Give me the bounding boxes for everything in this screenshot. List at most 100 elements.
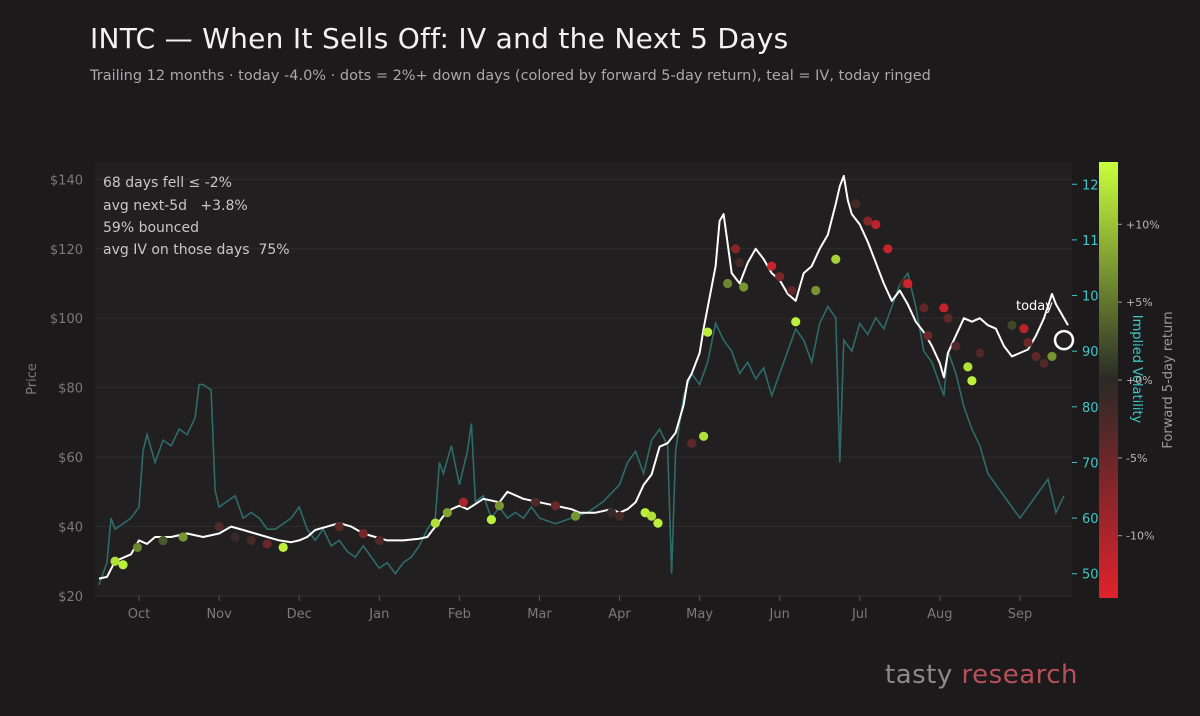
colorbar-tick-label-4: +10% xyxy=(1126,218,1160,231)
x-tick-label-10: Aug xyxy=(927,607,952,622)
selloff-dot-25 xyxy=(653,518,663,528)
selloff-dot-9 xyxy=(278,542,288,552)
selloff-dot-13 xyxy=(430,518,440,528)
x-tick-label-11: Sep xyxy=(1008,607,1033,622)
selloff-dot-45 xyxy=(919,303,929,313)
y-right-tick-label-1: 60 xyxy=(1082,512,1099,527)
y-left-tick-label-5: $120 xyxy=(50,243,83,258)
stats-box: 68 days fell ≤ -2% avg next-5d +3.8% 59%… xyxy=(103,175,290,258)
brand-logo: tasty research xyxy=(885,660,1078,690)
selloff-dot-54 xyxy=(1019,324,1029,334)
stat-avg-next5d: avg next-5d +3.8% xyxy=(103,198,248,214)
selloff-dot-20 xyxy=(570,511,581,521)
axes: $20 $40 $60 $80 $100 $120 $140 Price Oct Nov Dec Ja… xyxy=(25,173,1144,622)
selloff-dot-57 xyxy=(1039,358,1049,368)
y-right-tick-label-0: 50 xyxy=(1082,568,1099,583)
selloff-dot-30 xyxy=(731,244,741,254)
x-tick-label-6: Apr xyxy=(608,607,631,622)
selloff-dot-58 xyxy=(1047,351,1057,362)
selloff-dot-47 xyxy=(939,303,949,313)
selloff-dot-8 xyxy=(262,539,272,549)
y-left-tick-label-0: $20 xyxy=(58,590,83,605)
selloff-dot-29 xyxy=(723,278,733,289)
selloff-dot-31 xyxy=(735,258,745,268)
x-tick-label-9: Jul xyxy=(851,607,868,622)
iv-line xyxy=(98,271,1065,586)
selloff-dot-50 xyxy=(963,362,973,372)
selloff-dot-34 xyxy=(775,271,785,282)
plot-background xyxy=(95,162,1072,596)
iv-layer xyxy=(98,271,1065,586)
selloff-dot-3 xyxy=(158,535,168,546)
colorbar-tick-label-2: +0% xyxy=(1126,374,1153,387)
brand-part-1: tasty xyxy=(885,660,953,690)
selloff-dot-22 xyxy=(614,511,625,521)
y-right-tick-label-4: 90 xyxy=(1082,345,1099,360)
selloff-dot-28 xyxy=(703,327,713,337)
today-ring xyxy=(1053,329,1075,351)
selloff-dot-40 xyxy=(863,216,873,226)
x-tick-label-4: Feb xyxy=(448,607,471,622)
selloff-dot-41 xyxy=(871,219,881,230)
selloff-dot-14 xyxy=(442,508,452,518)
stat-days-fell: 68 days fell ≤ -2% xyxy=(103,175,232,191)
grid-lines xyxy=(95,178,1072,597)
selloff-dot-55 xyxy=(1023,337,1033,348)
y-left-tick-label-6: $140 xyxy=(50,173,83,188)
selloff-dot-7 xyxy=(246,535,256,546)
colorbar-tick-label-3: +5% xyxy=(1126,296,1153,309)
selloff-dots xyxy=(110,199,1057,570)
selloff-dot-15 xyxy=(458,497,468,507)
selloff-dot-21 xyxy=(606,508,617,518)
colorbar: -10% -5% +0% +5% +10% Forward 5-day return xyxy=(1099,162,1176,598)
y-left-tick-label-3: $80 xyxy=(58,382,83,397)
y-left-tick-label-1: $40 xyxy=(58,521,83,536)
colorbar-tick-label-0: -10% xyxy=(1126,530,1154,543)
selloff-dot-48 xyxy=(943,313,953,323)
colorbar-bar xyxy=(1099,162,1118,598)
selloff-dot-27 xyxy=(699,431,709,441)
selloff-dot-18 xyxy=(530,497,541,507)
x-tick-label-1: Nov xyxy=(206,607,232,622)
selloff-dot-12 xyxy=(374,535,384,546)
selloff-dot-52 xyxy=(975,348,985,358)
selloff-dot-5 xyxy=(214,521,224,532)
selloff-dot-49 xyxy=(951,341,961,351)
selloff-dot-39 xyxy=(851,199,861,209)
x-tick-label-5: Mar xyxy=(527,607,552,622)
y-left-tick-label-2: $60 xyxy=(58,451,83,466)
selloff-dot-19 xyxy=(550,501,561,511)
x-tick-label-7: May xyxy=(686,607,713,622)
selloff-dot-6 xyxy=(230,532,240,542)
x-tick-label-3: Jan xyxy=(368,607,389,622)
selloff-dot-16 xyxy=(486,515,497,525)
price-line xyxy=(98,174,1069,580)
x-tick-label-0: Oct xyxy=(128,607,150,622)
chart-subtitle: Trailing 12 months · today -4.0% · dots … xyxy=(90,68,931,84)
y-right-tick-label-3: 80 xyxy=(1082,401,1099,416)
selloff-dot-36 xyxy=(791,317,801,327)
today-marker: today xyxy=(1016,299,1075,351)
selloff-dot-32 xyxy=(739,282,749,292)
selloff-dot-4 xyxy=(178,532,188,542)
selloff-dot-1 xyxy=(118,560,128,570)
selloff-dot-0 xyxy=(110,556,120,566)
y-right-tick-label-2: 70 xyxy=(1082,456,1099,471)
selloff-dot-2 xyxy=(132,542,143,552)
y-left-tick-label-4: $100 xyxy=(50,312,83,327)
selloff-dot-35 xyxy=(787,285,797,296)
colorbar-tick-label-1: -5% xyxy=(1126,452,1147,465)
selloff-dot-24 xyxy=(646,511,657,521)
selloff-dot-42 xyxy=(883,244,893,254)
selloff-dot-53 xyxy=(1007,320,1017,330)
today-label: today xyxy=(1016,299,1053,314)
y-right-axis-label: Implied Volatility xyxy=(1129,315,1144,424)
y-left-axis-label: Price xyxy=(25,363,40,395)
selloff-dot-56 xyxy=(1031,351,1041,362)
selloff-dot-51 xyxy=(967,376,977,386)
brand-part-2: research xyxy=(961,660,1079,690)
selloff-dot-44 xyxy=(903,278,913,289)
selloff-dot-10 xyxy=(334,521,344,532)
